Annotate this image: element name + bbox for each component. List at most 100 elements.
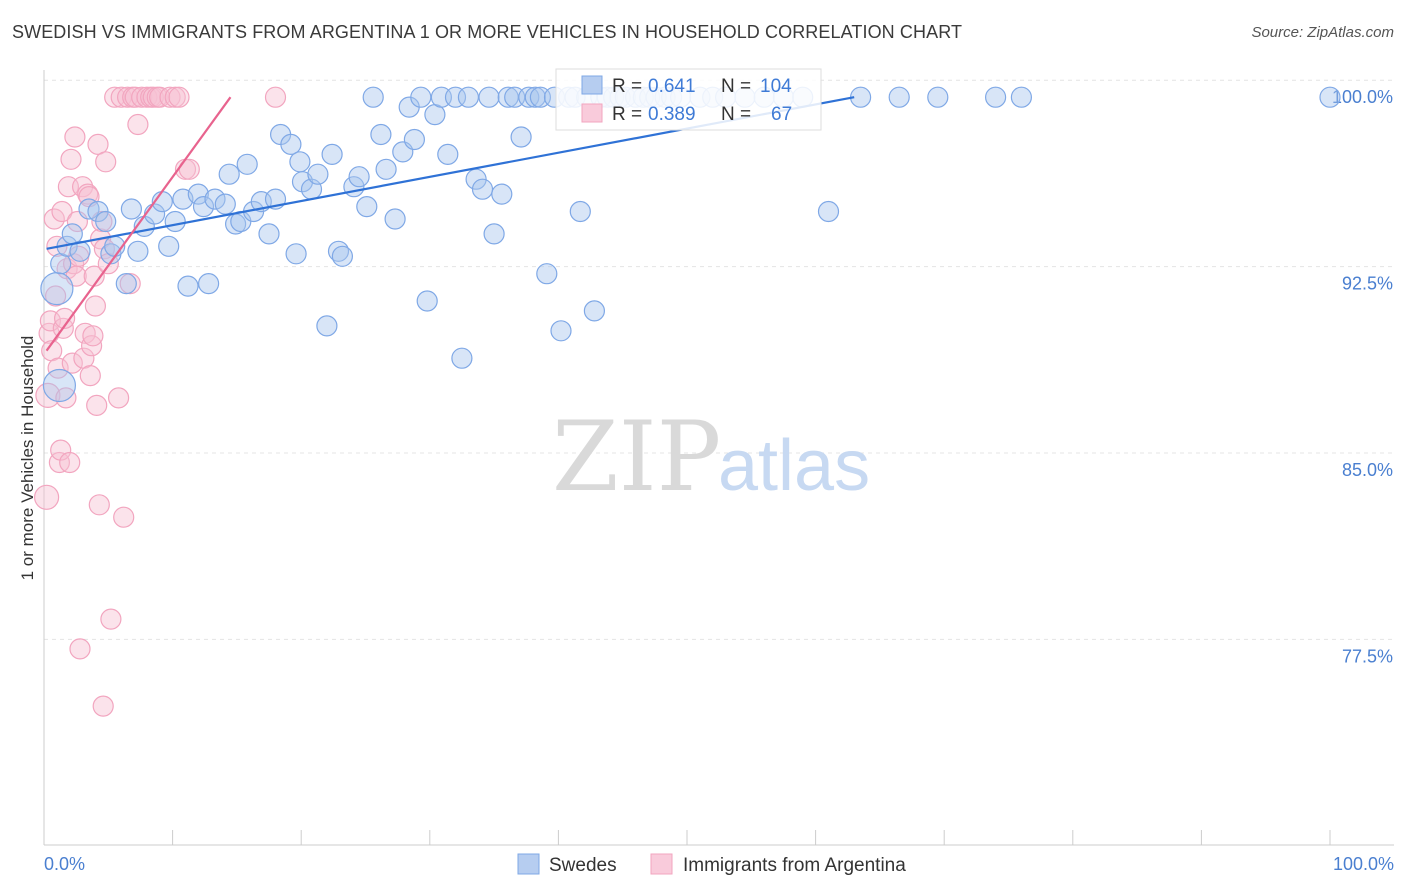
- swedes-point: [198, 273, 220, 295]
- swedes-point: [280, 133, 302, 155]
- swedes-point: [1319, 86, 1341, 108]
- swedes-point: [192, 196, 215, 218]
- argentina-point: [95, 151, 117, 173]
- series-swedes: [40, 86, 1341, 403]
- argentina-point: [51, 200, 73, 223]
- argentina-point: [59, 451, 81, 474]
- stats-n-value-blue: 104: [760, 76, 792, 97]
- swedes-point: [362, 86, 384, 108]
- swedes-point: [510, 126, 532, 148]
- stats-n-label-pink: N =: [721, 104, 751, 125]
- swedes-point: [491, 183, 513, 205]
- x-tick-label-min: 0.0%: [44, 854, 85, 874]
- legend-label-swedes: Swedes: [549, 855, 617, 876]
- argentina-point: [124, 86, 146, 108]
- swedes-point: [120, 198, 142, 220]
- argentina-point: [168, 86, 190, 108]
- argentina-point: [87, 133, 109, 155]
- argentina-point: [33, 484, 60, 510]
- swedes-point: [356, 196, 378, 218]
- swedes-point: [444, 86, 467, 108]
- chart-source: Source: ZipAtlas.com: [1251, 24, 1394, 41]
- swedes-point: [370, 123, 392, 146]
- swedes-point: [307, 163, 329, 185]
- swedes-point: [285, 243, 307, 265]
- y-tick-label: 100.0%: [1332, 87, 1393, 107]
- legend: Swedes Immigrants from Argentina: [517, 853, 906, 876]
- argentina-point: [107, 387, 130, 409]
- argentina-point: [84, 295, 107, 317]
- swedes-point: [127, 240, 149, 262]
- argentina-point: [35, 382, 61, 408]
- argentina-point: [74, 322, 96, 344]
- argentina-point: [53, 307, 76, 329]
- stats-r-value-pink: 0.389: [648, 104, 696, 125]
- stats-n-value-pink: 67: [771, 104, 792, 125]
- swedes-point: [316, 315, 338, 337]
- legend-swatch-swedes: [517, 853, 540, 875]
- swedes-point: [95, 210, 117, 233]
- swedes-point: [550, 320, 572, 342]
- argentina-point: [44, 285, 67, 307]
- swedes-point: [42, 368, 77, 403]
- swedes-point: [321, 143, 343, 165]
- argentina-point: [86, 394, 108, 416]
- stats-n-label-blue: N =: [721, 76, 751, 97]
- swedes-point: [78, 198, 100, 220]
- swedes-point: [204, 188, 226, 210]
- argentina-point: [69, 638, 91, 660]
- stats-box: R = 0.641 N = 104 R = 0.389 N = 67: [555, 68, 822, 131]
- swedes-point: [569, 200, 591, 223]
- swedes-point: [536, 263, 558, 285]
- argentina-trend-line: [45, 96, 232, 352]
- argentina-point: [159, 86, 181, 108]
- argentina-point: [104, 86, 126, 108]
- swedes-point: [583, 300, 606, 322]
- stats-r-label-blue: R =: [612, 76, 642, 97]
- swedes-point: [40, 272, 74, 306]
- swedes-point: [348, 166, 370, 188]
- swedes-point: [289, 151, 311, 173]
- chart-title: SWEDISH VS IMMIGRANTS FROM ARGENTINA 1 O…: [12, 22, 963, 42]
- swedes-point: [1010, 86, 1033, 108]
- x-tick-label-max: 100.0%: [1333, 854, 1394, 874]
- y-axis-tick-labels: 77.5% 85.0% 92.5% 100.0%: [1332, 87, 1393, 666]
- swedes-point: [471, 178, 494, 200]
- argentina-point: [55, 387, 77, 409]
- swedes-point: [331, 245, 353, 267]
- argentina-point: [61, 352, 83, 374]
- swedes-point: [158, 235, 180, 257]
- y-tick-label: 92.5%: [1342, 274, 1393, 294]
- argentina-point: [47, 357, 69, 379]
- stats-r-label-pink: R =: [612, 104, 642, 125]
- swedes-point: [236, 153, 258, 175]
- swedes-point: [410, 86, 432, 108]
- swedes-point: [115, 273, 137, 295]
- swedes-point: [164, 210, 186, 233]
- swedes-point: [927, 86, 949, 108]
- argentina-point: [82, 325, 104, 347]
- argentina-point: [100, 608, 122, 630]
- swedes-point: [187, 183, 209, 205]
- argentina-point: [79, 365, 101, 387]
- swedes-point: [888, 86, 910, 108]
- swedes-point: [478, 86, 500, 108]
- swedes-point: [483, 223, 505, 245]
- swedes-point: [214, 193, 236, 215]
- legend-label-argentina: Immigrants from Argentina: [683, 855, 906, 876]
- legend-swatch-argentina: [650, 853, 673, 875]
- argentina-point: [113, 506, 135, 528]
- swedes-point: [177, 275, 199, 297]
- argentina-point: [127, 113, 149, 136]
- argentina-point: [264, 86, 287, 108]
- swedes-point: [817, 200, 840, 223]
- watermark-atlas: atlas: [718, 426, 870, 506]
- swedes-point: [451, 347, 473, 369]
- swedes-point: [258, 223, 280, 245]
- swedes-point: [218, 163, 240, 185]
- stats-r-value-blue: 0.641: [648, 76, 696, 97]
- swedes-point: [457, 86, 479, 108]
- x-axis-ticks: [43, 830, 1331, 845]
- argentina-point: [60, 148, 82, 170]
